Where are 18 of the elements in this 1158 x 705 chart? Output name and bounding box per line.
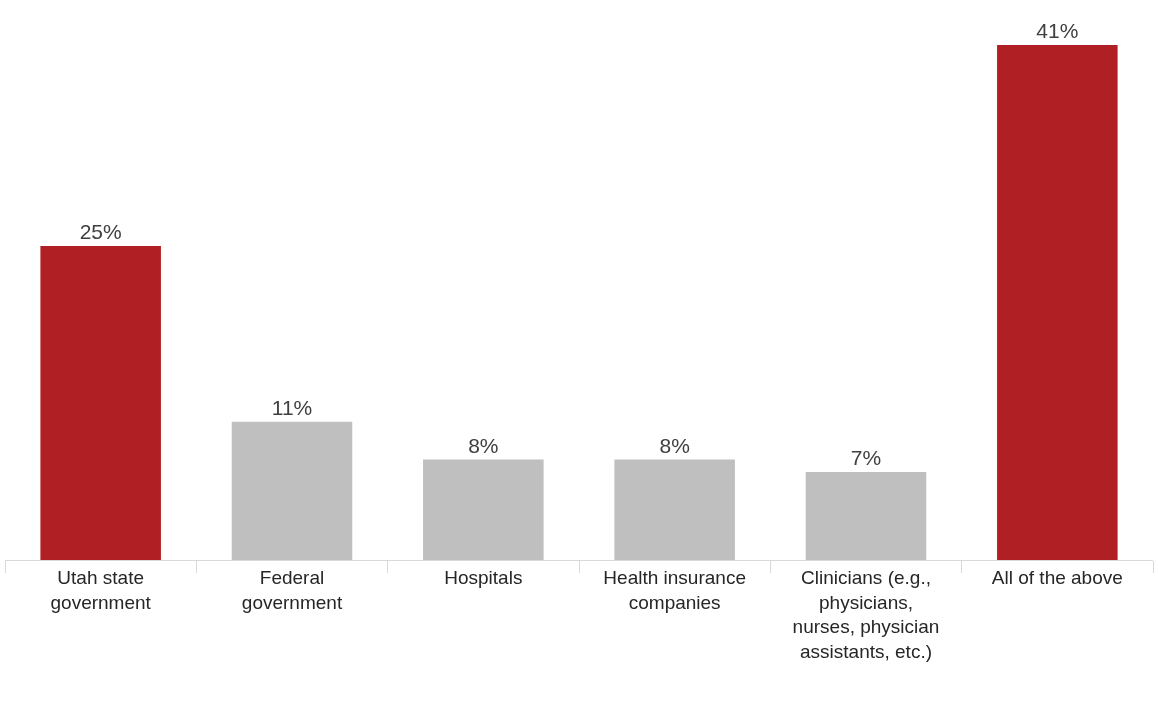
x-tick-label: All of the above: [991, 566, 1123, 588]
x-tick-label: Clinicians (e.g., physicians, nurses, physician assistants, etc.): [792, 566, 940, 662]
data-label: 8%: [468, 433, 499, 457]
bar: [614, 459, 735, 560]
x-tick-label: Health insurance companies: [603, 566, 746, 613]
bar: [805, 472, 927, 560]
bar: [231, 421, 353, 560]
x-tick-label: Hospitals: [444, 566, 523, 588]
bar: [997, 45, 1118, 560]
data-label: 8%: [659, 433, 690, 457]
x-tick-label: Utah state government: [50, 566, 152, 613]
data-label: 11%: [271, 395, 313, 419]
bar: [40, 245, 161, 560]
data-label: 25%: [79, 219, 122, 243]
data-label: 7%: [850, 446, 882, 470]
bar: [423, 459, 544, 560]
x-tick-label: Federal government: [241, 566, 343, 613]
data-label: 41%: [1036, 19, 1079, 42]
